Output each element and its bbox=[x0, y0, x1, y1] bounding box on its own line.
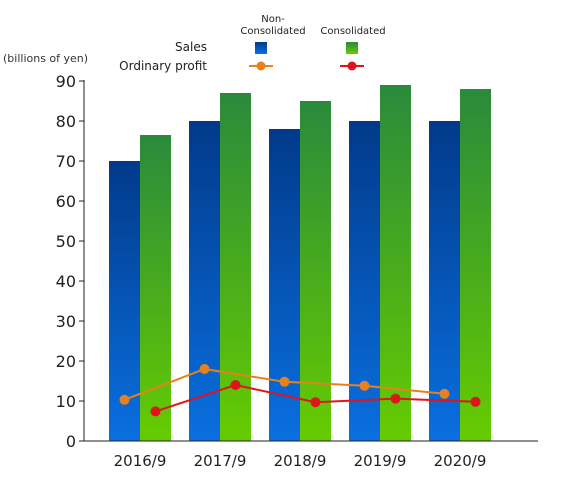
bar-sales-nonconsolidated bbox=[109, 161, 140, 441]
x-tick-label: 2019/9 bbox=[354, 452, 407, 470]
y-units-label: (billions of yen) bbox=[3, 52, 88, 65]
legend-row-sales: Sales bbox=[175, 40, 207, 54]
y-tick-label: 0 bbox=[66, 432, 76, 451]
bar-sales-consolidated bbox=[300, 101, 331, 441]
legend-header-consolidated: Consolidated bbox=[320, 26, 385, 37]
bar-sales-consolidated bbox=[140, 135, 171, 441]
point-profit-nonconsolidated bbox=[119, 394, 130, 405]
x-tick-label: 2018/9 bbox=[274, 452, 327, 470]
bar-sales-consolidated bbox=[460, 89, 491, 441]
y-tick-label: 20 bbox=[56, 352, 76, 371]
x-tick-label: 2020/9 bbox=[434, 452, 487, 470]
y-tick-label: 40 bbox=[56, 272, 76, 291]
y-tick-label: 90 bbox=[56, 72, 76, 91]
point-profit-nonconsolidated bbox=[279, 376, 290, 387]
y-tick-label: 10 bbox=[56, 392, 76, 411]
bar-sales-consolidated bbox=[380, 85, 411, 441]
point-profit-consolidated bbox=[150, 406, 161, 417]
legend: Non-Consolidated Consolidated Sales Ordi… bbox=[119, 14, 385, 73]
point-profit-nonconsolidated bbox=[439, 388, 450, 399]
bar-sales-nonconsolidated bbox=[349, 121, 380, 441]
point-profit-consolidated bbox=[470, 396, 481, 407]
bar-sales-nonconsolidated bbox=[189, 121, 220, 441]
x-tick-label: 2016/9 bbox=[114, 452, 167, 470]
legend-swatch-sales-consolidated bbox=[346, 42, 358, 54]
y-tick-label: 80 bbox=[56, 112, 76, 131]
point-profit-nonconsolidated bbox=[199, 364, 210, 374]
point-profit-consolidated bbox=[390, 393, 401, 404]
point-profit-nonconsolidated bbox=[359, 380, 370, 391]
y-tick-label: 70 bbox=[56, 152, 76, 171]
point-profit-consolidated bbox=[310, 397, 321, 408]
legend-row-ordinary-profit: Ordinary profit bbox=[119, 59, 207, 73]
bar-sales-nonconsolidated bbox=[429, 121, 460, 441]
legend-swatch-sales-nonconsolidated bbox=[255, 42, 267, 54]
x-tick-label: 2017/9 bbox=[194, 452, 247, 470]
y-tick-label: 60 bbox=[56, 192, 76, 211]
legend-header-nonconsolidated: Non-Consolidated bbox=[240, 14, 305, 37]
bar-sales-nonconsolidated bbox=[269, 129, 300, 441]
y-tick-label: 30 bbox=[56, 312, 76, 331]
legend-swatch-profit-nonconsolidated bbox=[249, 61, 273, 71]
point-profit-consolidated bbox=[230, 380, 241, 390]
legend-swatch-profit-consolidated bbox=[340, 61, 364, 71]
y-tick-label: 50 bbox=[56, 232, 76, 251]
